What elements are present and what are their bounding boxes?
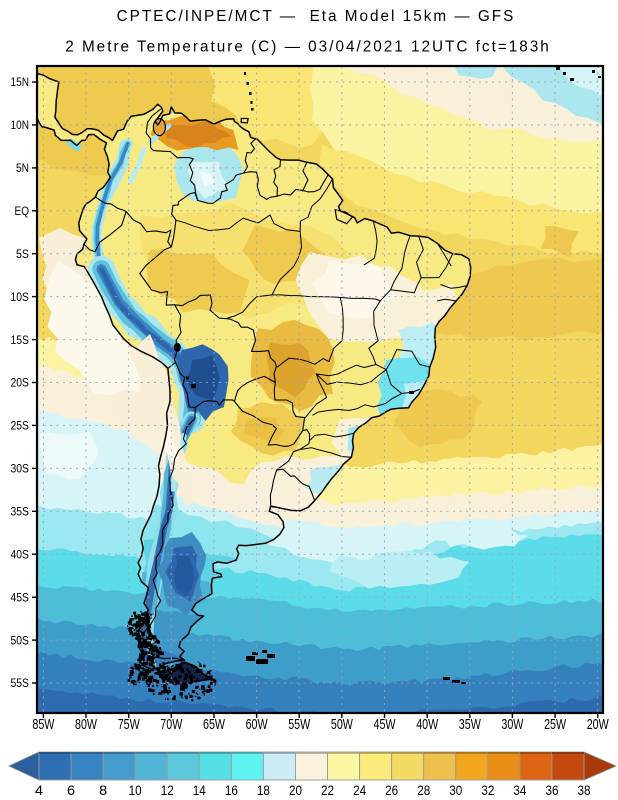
svg-text:85W: 85W [32,716,55,733]
svg-text:75W: 75W [118,716,141,733]
svg-text:12: 12 [161,783,174,799]
svg-text:10S: 10S [11,290,30,304]
svg-text:16: 16 [225,783,238,799]
svg-text:8: 8 [99,783,107,799]
svg-text:60W: 60W [246,716,269,733]
svg-text:20S: 20S [11,376,30,390]
svg-text:5N: 5N [16,161,29,175]
svg-text:10N: 10N [11,118,30,132]
svg-text:25S: 25S [11,419,30,433]
svg-text:EQ: EQ [15,204,30,218]
svg-text:18: 18 [257,783,270,799]
svg-text:30W: 30W [501,716,524,733]
svg-text:25W: 25W [544,716,567,733]
svg-text:15S: 15S [11,333,30,347]
svg-text:20W: 20W [587,716,610,733]
svg-text:38: 38 [578,783,591,799]
svg-text:24: 24 [353,783,366,799]
svg-text:34: 34 [513,783,526,799]
svg-text:50S: 50S [11,633,30,647]
svg-text:70W: 70W [160,716,183,733]
svg-text:22: 22 [321,783,334,799]
svg-text:6: 6 [67,783,75,799]
svg-text:55S: 55S [11,676,30,690]
svg-text:20: 20 [289,783,302,799]
svg-text:36: 36 [545,783,558,799]
svg-text:15N: 15N [11,75,30,89]
svg-text:65W: 65W [203,716,226,733]
svg-text:35W: 35W [459,716,482,733]
svg-text:55W: 55W [288,716,311,733]
svg-text:4: 4 [35,783,43,799]
svg-text:35S: 35S [11,505,30,519]
svg-text:40W: 40W [416,716,439,733]
svg-text:32: 32 [481,783,494,799]
svg-text:30S: 30S [11,462,30,476]
svg-text:10: 10 [129,783,142,799]
svg-text:28: 28 [417,783,430,799]
svg-text:CPTEC/INPE/MCT — Eta Model 15: CPTEC/INPE/MCT — Eta Model 15km — GFS [117,8,516,25]
svg-text:30: 30 [449,783,462,799]
svg-text:2 Metre Temperature (C) — 03/0: 2 Metre Temperature (C) — 03/04/2021 12U… [65,39,551,56]
svg-text:50W: 50W [331,716,354,733]
svg-text:45W: 45W [374,716,397,733]
svg-text:14: 14 [193,783,206,799]
svg-text:5S: 5S [16,247,29,261]
svg-text:80W: 80W [75,716,98,733]
svg-text:26: 26 [385,783,398,799]
svg-text:45S: 45S [11,590,30,604]
svg-text:40S: 40S [11,547,30,561]
